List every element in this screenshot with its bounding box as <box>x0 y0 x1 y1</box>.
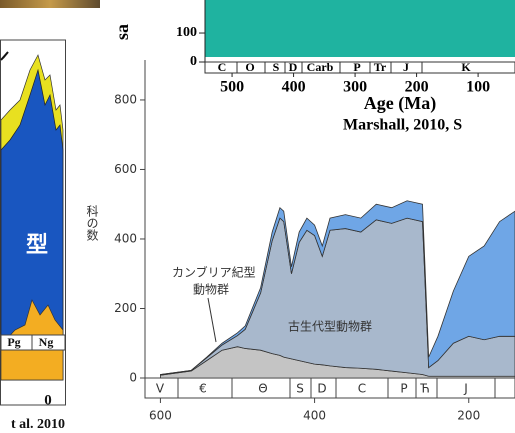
x-axis-label: Age (Ma) <box>364 93 436 114</box>
period-label: J <box>403 60 409 74</box>
period-label: O <box>245 60 254 74</box>
x-tick-label: 400 <box>303 409 326 423</box>
y-tick-label: 800 <box>114 92 137 106</box>
period-label: D <box>289 60 298 74</box>
x-tick-label: 300 <box>343 79 367 96</box>
period-label: Carb <box>307 60 334 74</box>
annotation: 古生代型動物群 <box>288 319 372 334</box>
period-label: K <box>461 60 471 74</box>
period-label: P <box>400 382 407 396</box>
x-tick-label: 200 <box>457 409 480 423</box>
x-tick-label: 400 <box>282 79 306 96</box>
period-label: € <box>199 382 207 396</box>
period-label: S <box>296 382 304 396</box>
x-tick-label: 500 <box>220 79 244 96</box>
y-axis-label: sa <box>112 24 132 40</box>
x-tick-label: 600 <box>149 409 172 423</box>
y-axis-label: 科の数 <box>85 205 99 242</box>
photo-fragment <box>0 0 100 8</box>
label: 0 <box>44 392 52 408</box>
period-label: Tr <box>374 60 387 74</box>
period-label: Θ <box>258 382 267 396</box>
left-chart <box>0 39 66 406</box>
period-label: V <box>156 382 165 396</box>
y-tick-label: 600 <box>114 162 137 176</box>
period-bar <box>204 61 515 74</box>
period-label: C <box>218 60 227 74</box>
period-label: J <box>463 382 468 396</box>
period-label: D <box>317 382 326 396</box>
y-tick-label: 200 <box>114 301 137 315</box>
x-tick-label: 200 <box>405 79 429 96</box>
annotation: 動物群 <box>193 283 229 297</box>
blue-area <box>0 68 64 381</box>
period-bar <box>0 334 66 351</box>
label: t al. 2010 <box>11 417 65 432</box>
y-tick-label: 0 <box>129 371 137 385</box>
source: Marshall, 2010, S <box>343 117 462 134</box>
top-chart <box>204 0 515 74</box>
label: 型 <box>26 233 48 258</box>
y-tick-label: 0 <box>190 54 197 69</box>
y-tick-label: 100 <box>176 25 197 40</box>
y-tick-label: 400 <box>114 231 137 245</box>
period-label: C <box>358 382 366 396</box>
x-tick-label: 100 <box>466 79 490 96</box>
annotation: カンブリア紀型 <box>172 265 256 280</box>
area <box>160 200 515 375</box>
label: Ng <box>39 335 54 349</box>
area <box>205 0 515 57</box>
pointer <box>207 297 217 343</box>
period-label: Ћ <box>419 382 429 396</box>
label: Pg <box>7 335 20 349</box>
period-label: P <box>353 60 360 74</box>
period-label: S <box>273 60 280 74</box>
arrow <box>0 51 9 61</box>
